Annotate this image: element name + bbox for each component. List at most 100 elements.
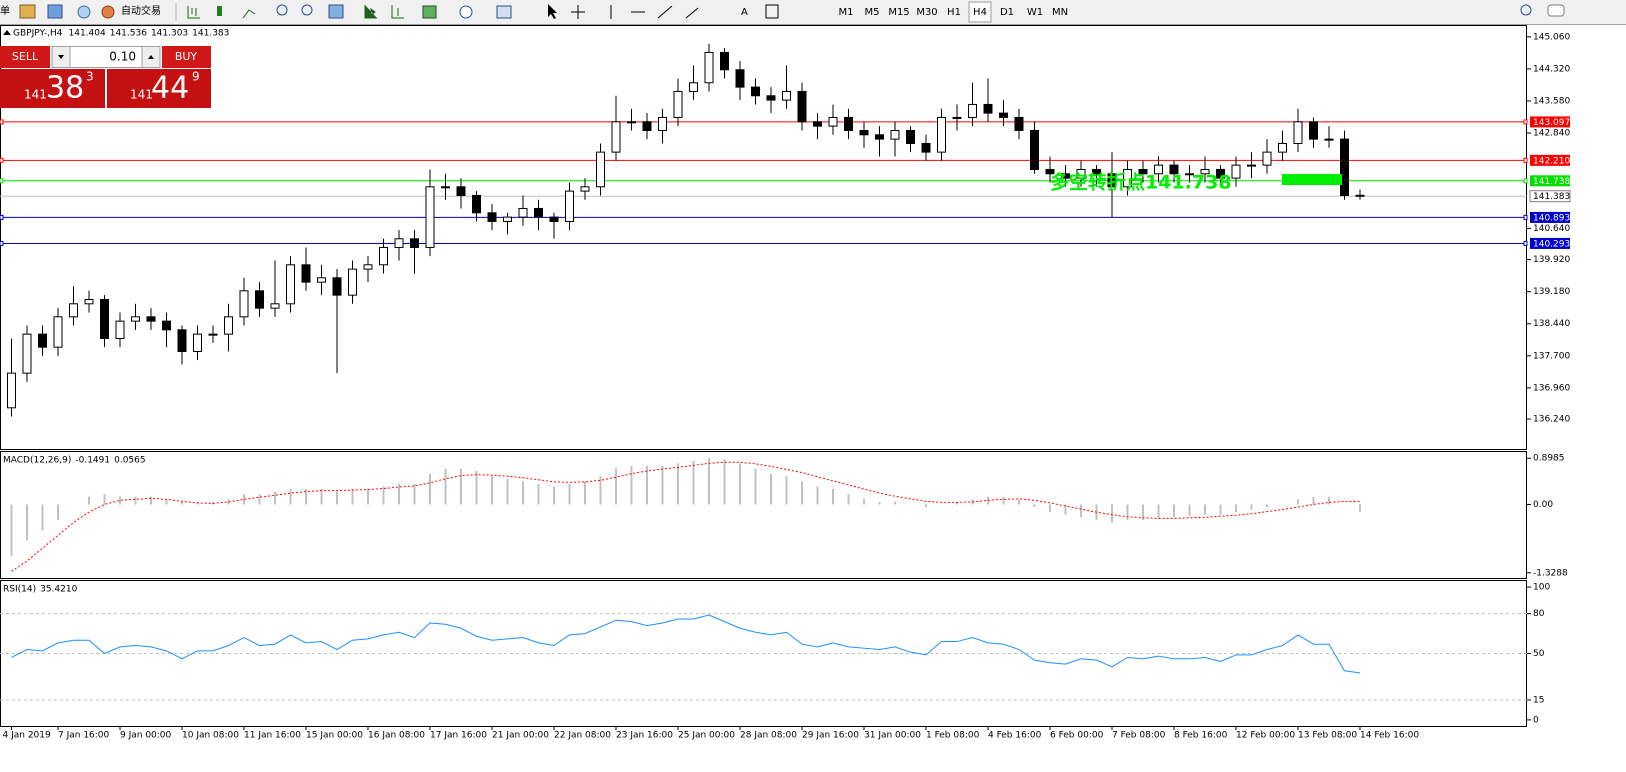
sell-label[interactable]: SELL <box>12 50 39 63</box>
timeframe-button[interactable]: D1 <box>1000 7 1014 18</box>
icon[interactable] <box>187 6 200 19</box>
candle-body <box>239 290 249 318</box>
candle-body <box>317 277 326 283</box>
candle-body <box>255 290 264 309</box>
candle-body <box>813 121 822 127</box>
candle-body <box>1107 173 1117 188</box>
candle-body <box>100 298 109 339</box>
bid-label-bg <box>1529 190 1571 203</box>
icon[interactable] <box>459 5 473 19</box>
level-handle <box>1523 119 1528 125</box>
timeframe-button[interactable]: H4 <box>973 7 987 18</box>
icon[interactable] <box>496 5 512 19</box>
buy-price-point: 9 <box>192 70 200 84</box>
level-label: 143.097 <box>1533 118 1570 128</box>
indicator-label: -0.1491 <box>75 456 110 466</box>
level-handle <box>0 240 4 246</box>
timeframe-button[interactable]: M1 <box>839 7 854 18</box>
level-label: 140.293 <box>1533 239 1570 249</box>
buy-button[interactable] <box>162 46 211 68</box>
icon[interactable] <box>217 6 222 16</box>
icon[interactable] <box>242 9 256 19</box>
y-tick-label: 0.8985 <box>1533 454 1565 464</box>
timeframe-button[interactable]: M15 <box>888 7 909 18</box>
icon[interactable] <box>765 4 779 19</box>
toolbar-bg <box>0 0 1626 24</box>
buy-price-box[interactable] <box>107 69 211 108</box>
sell-price-big: 141 <box>24 88 47 102</box>
ohlc-value: 141.303 <box>151 29 188 39</box>
candle-body <box>1045 168 1055 175</box>
icon[interactable] <box>276 4 288 16</box>
candle-body <box>1154 164 1163 175</box>
icon[interactable] <box>364 5 377 19</box>
candle-body <box>348 268 357 296</box>
icon[interactable] <box>610 5 699 19</box>
timeframe-button[interactable]: H1 <box>947 7 961 18</box>
icon[interactable] <box>77 5 91 19</box>
candle-body <box>782 90 791 101</box>
toolbar: 单 自动交易 A <box>0 1 1565 23</box>
candle-body <box>7 372 16 409</box>
buy-price-pips: 44 <box>151 71 189 106</box>
buy-label[interactable]: BUY <box>175 50 198 63</box>
level-label-bg <box>1530 237 1570 249</box>
icon[interactable]: A <box>741 7 748 18</box>
y-tick-label: 140.640 <box>1533 224 1570 234</box>
lot-value[interactable]: 0.10 <box>109 50 136 64</box>
icon[interactable] <box>19 4 36 19</box>
candle-body <box>642 121 652 131</box>
sell-price-point: 3 <box>86 70 94 84</box>
x-tick-label: 4 Feb 16:00 <box>988 731 1042 741</box>
candle-body <box>1324 138 1334 141</box>
icon[interactable] <box>328 4 344 19</box>
candle-body <box>38 333 47 348</box>
candle-body <box>270 303 280 309</box>
candle-body <box>84 298 94 305</box>
y-tick-label: 136.240 <box>1533 415 1570 425</box>
candle-body <box>1309 121 1318 140</box>
icon[interactable] <box>101 5 115 19</box>
candle-body <box>906 129 915 144</box>
sell-button[interactable] <box>0 46 50 68</box>
icon[interactable] <box>548 4 557 19</box>
candle-body <box>859 129 869 136</box>
chat-icon[interactable] <box>1547 4 1565 17</box>
candle-body <box>146 316 156 322</box>
candle-body <box>503 216 512 222</box>
candle-body <box>1185 173 1194 176</box>
candle-body <box>534 207 543 218</box>
chart-title: GBPJPY-,H4 <box>13 29 63 39</box>
autotrade-button[interactable]: 自动交易 <box>121 4 161 17</box>
menu-text: 单 <box>0 5 10 17</box>
icon[interactable] <box>47 4 63 19</box>
x-tick-label: 11 Jan 16:00 <box>244 731 301 741</box>
indicator-label: 0.0565 <box>114 456 146 466</box>
timeframe-button[interactable]: W1 <box>1027 7 1043 18</box>
icon[interactable] <box>391 5 404 19</box>
candle-body <box>177 329 187 352</box>
x-tick-label: 31 Jan 00:00 <box>864 731 921 741</box>
search-icon[interactable] <box>1520 4 1532 16</box>
y-tick-label: 50 <box>1533 649 1545 659</box>
timeframe-button[interactable]: M5 <box>865 7 880 18</box>
timeframe-button[interactable]: M30 <box>916 7 937 18</box>
y-tick-label: 15 <box>1533 695 1544 705</box>
timeframe-button[interactable]: MN <box>1052 7 1068 18</box>
candle-body <box>828 116 838 127</box>
icon[interactable] <box>571 5 585 19</box>
x-tick-label: 25 Jan 00:00 <box>678 731 735 741</box>
icon[interactable] <box>301 4 313 16</box>
candle-body <box>689 82 698 92</box>
candle-body <box>162 320 171 331</box>
candle-body <box>22 333 32 374</box>
y-tick-label: 0 <box>1533 715 1539 725</box>
signal-line <box>11 461 1361 572</box>
candle-body <box>1076 168 1086 179</box>
candle-body <box>921 142 931 153</box>
x-tick-label: 1 Feb 08:00 <box>926 731 980 741</box>
sell-price-box[interactable] <box>0 69 105 108</box>
icon[interactable] <box>422 5 437 19</box>
x-tick-label: 6 Feb 00:00 <box>1050 731 1104 741</box>
